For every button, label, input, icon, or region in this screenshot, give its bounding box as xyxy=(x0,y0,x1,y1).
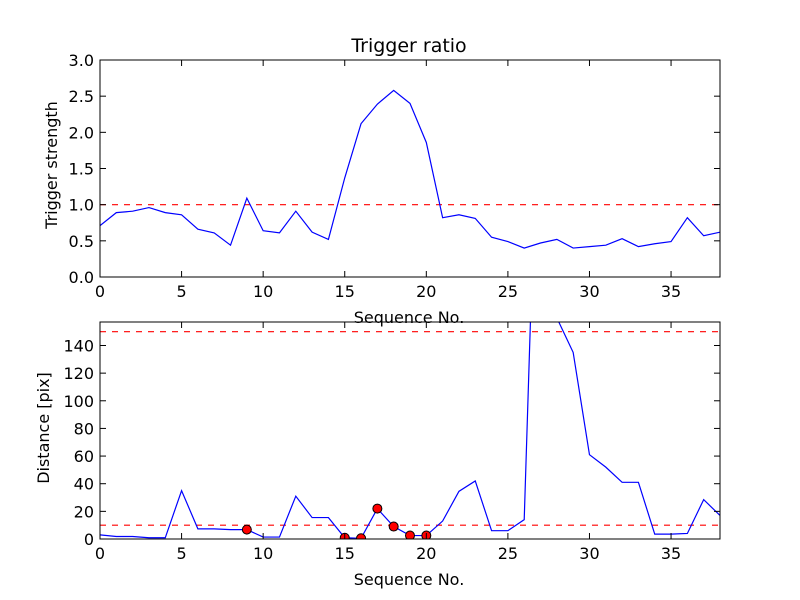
y-tick-label: 1.5 xyxy=(69,160,94,179)
series-line xyxy=(100,89,720,249)
y-tick-label: 140 xyxy=(63,336,94,355)
x-axis-label: Sequence No. xyxy=(354,570,465,589)
x-tick-label: 30 xyxy=(579,544,599,563)
data-point xyxy=(388,521,399,532)
distance-chart: Distance [pix] Sequence No. 0 5 10 15 20 25 30… xyxy=(34,321,721,589)
y-tick-label: 2.0 xyxy=(69,123,94,142)
x-tick-label: 5 xyxy=(176,282,186,301)
x-tick-label: 10 xyxy=(253,544,273,563)
plot-frame xyxy=(99,321,721,540)
x-tick-label: 30 xyxy=(579,282,599,301)
reference-lines xyxy=(100,331,720,526)
x-tick-label: 35 xyxy=(661,544,681,563)
y-tick-label: 0.0 xyxy=(69,268,94,287)
y-tick-label: 60 xyxy=(74,447,94,466)
y-tick-label: 1.0 xyxy=(69,196,94,215)
y-tick-label: 2.5 xyxy=(69,87,94,106)
x-tick-label: 0 xyxy=(95,282,105,301)
y-tick-label: 80 xyxy=(74,419,94,438)
data-point xyxy=(405,530,415,539)
y-tick-label: 0.5 xyxy=(69,232,94,251)
y-tick-label: 40 xyxy=(74,475,94,494)
x-tick-label: 25 xyxy=(498,544,518,563)
ticks: 0 5 10 15 20 25 30 35 0.0 0.5 1.0 1.5 2.0 2.5 3.0 xyxy=(69,51,720,301)
y-tick-label: 100 xyxy=(63,392,94,411)
ticks: 0 5 10 15 20 25 30 35 0 20 40 60 80 100 120 140 xyxy=(63,322,720,563)
y-axis-label: Distance [pix] xyxy=(34,372,53,484)
x-tick-label: 10 xyxy=(253,282,273,301)
y-tick-label: 0 xyxy=(84,530,94,549)
trigger-ratio-chart: Trigger ratio Trigger strength Sequence … xyxy=(42,35,721,327)
series-group xyxy=(100,89,720,249)
x-tick-label: 25 xyxy=(498,282,518,301)
x-tick-label: 35 xyxy=(661,282,681,301)
x-tick-label: 0 xyxy=(95,544,105,563)
x-tick-label: 15 xyxy=(335,544,355,563)
y-tick-label: 20 xyxy=(74,502,94,521)
chart-title: Trigger ratio xyxy=(350,35,466,57)
plot-frame xyxy=(99,59,721,278)
x-tick-label: 5 xyxy=(176,544,186,563)
data-point xyxy=(372,503,383,514)
x-tick-label: 15 xyxy=(335,282,355,301)
series-group xyxy=(100,322,720,539)
data-point xyxy=(241,524,252,535)
y-tick-label: 3.0 xyxy=(69,51,94,70)
data-point xyxy=(356,533,367,539)
y-axis-label: Trigger strength xyxy=(42,101,61,230)
x-tick-label: 20 xyxy=(416,282,436,301)
x-tick-label: 20 xyxy=(416,544,436,563)
y-tick-label: 120 xyxy=(63,364,94,383)
